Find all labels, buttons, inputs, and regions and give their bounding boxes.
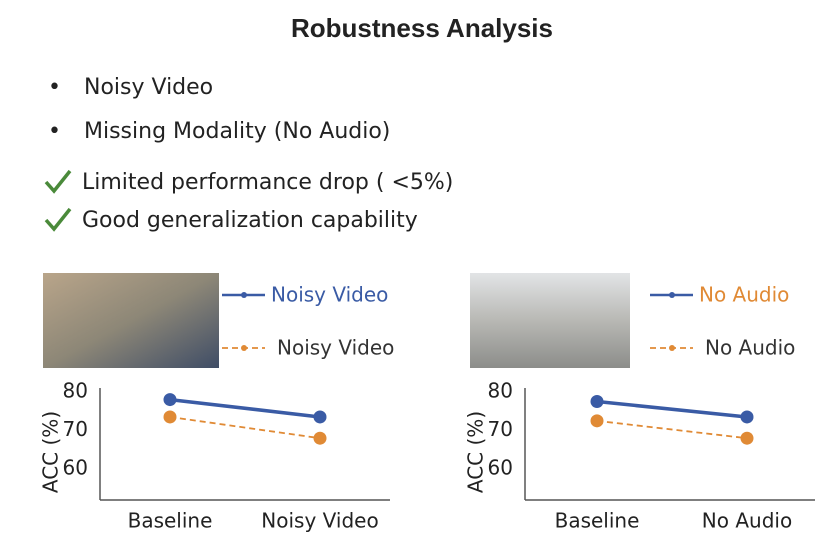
data-point <box>163 393 177 407</box>
photo-noisy <box>43 273 219 368</box>
slide-title: Robustness Analysis <box>291 13 553 43</box>
bullet: Noisy Video <box>84 75 213 100</box>
y-axis-label: ACC (%) <box>39 411 63 493</box>
x-tick-label: No Audio <box>702 509 792 533</box>
check-item: Limited performance drop ( <5%) <box>82 170 453 195</box>
bullet-dot: • <box>48 75 61 100</box>
check-icon <box>44 207 72 232</box>
y-axis-label: ACC (%) <box>464 411 488 493</box>
y-tick-label: 60 <box>488 456 513 480</box>
series-line <box>169 416 321 440</box>
data-point <box>590 395 604 409</box>
x-tick-label: Baseline <box>555 509 640 533</box>
y-tick-label: 60 <box>63 456 88 480</box>
data-point <box>163 410 177 424</box>
x-tick-label: Baseline <box>128 509 213 533</box>
legend-marker <box>669 345 675 351</box>
data-point <box>313 431 327 445</box>
data-point <box>740 431 754 445</box>
photo-classroom <box>470 273 630 368</box>
bullet: Missing Modality (No Audio) <box>84 119 390 144</box>
x-tick-label: Noisy Video <box>261 509 378 533</box>
data-point <box>740 410 754 424</box>
check-item: Good generalization capability <box>82 208 418 233</box>
legend-marker <box>241 292 247 298</box>
legend-marker <box>241 345 247 351</box>
y-tick-label: 80 <box>63 378 88 402</box>
legend-label: No Audio <box>699 283 789 307</box>
series-line <box>169 397 321 419</box>
y-tick-label: 70 <box>488 417 513 441</box>
legend-label: Noisy Video <box>271 283 388 307</box>
data-point <box>590 414 604 428</box>
series-line <box>596 419 748 440</box>
series-line <box>596 399 748 419</box>
y-tick-label: 80 <box>488 378 513 402</box>
y-tick-label: 70 <box>63 417 88 441</box>
legend-label: No Audio <box>705 336 795 360</box>
data-point <box>313 410 327 424</box>
check-icon <box>44 169 72 194</box>
bullet-dot: • <box>48 119 61 144</box>
legend-label: Noisy Video <box>277 336 394 360</box>
legend-marker <box>669 292 675 298</box>
